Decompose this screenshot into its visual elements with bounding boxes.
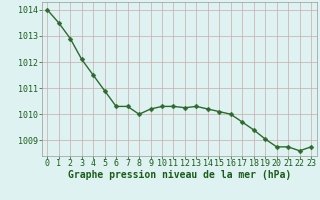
- X-axis label: Graphe pression niveau de la mer (hPa): Graphe pression niveau de la mer (hPa): [68, 170, 291, 180]
